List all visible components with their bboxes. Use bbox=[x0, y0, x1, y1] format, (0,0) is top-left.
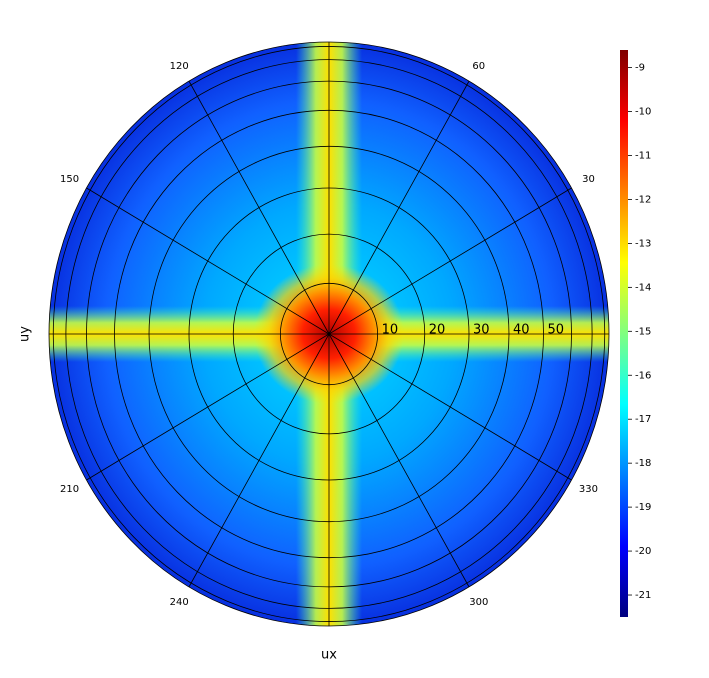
r-tick-label: 50 bbox=[547, 323, 564, 338]
outer-ring bbox=[48, 41, 610, 627]
colorbar bbox=[620, 50, 628, 617]
colorbar-tick-label: -17 bbox=[635, 414, 651, 425]
r-tick-label: 10 bbox=[382, 323, 399, 338]
ring bbox=[279, 282, 379, 386]
theta-tick-label: 240 bbox=[170, 597, 189, 608]
colorbar-tick-label: -18 bbox=[635, 458, 651, 469]
theta-tick-label: 150 bbox=[60, 174, 79, 185]
spoke bbox=[328, 333, 572, 481]
ring bbox=[65, 59, 593, 609]
polar-grid bbox=[48, 41, 610, 627]
theta-tick-label: 120 bbox=[170, 61, 189, 72]
spoke bbox=[86, 187, 330, 335]
theta-tick-label: 330 bbox=[579, 484, 598, 495]
r-tick-label: 20 bbox=[429, 323, 446, 338]
ring bbox=[52, 46, 606, 622]
r-tick-label: 40 bbox=[513, 323, 530, 338]
colorbar-tick-label: -16 bbox=[635, 370, 651, 381]
spoke bbox=[188, 80, 330, 335]
colorbar-tick-label: -12 bbox=[635, 194, 651, 205]
spoke bbox=[188, 333, 330, 588]
colorbar-tick-label: -20 bbox=[635, 546, 651, 557]
ring bbox=[232, 233, 426, 435]
spoke bbox=[328, 80, 470, 335]
colorbar-tick-label: -21 bbox=[635, 590, 651, 601]
colorbar-tick-label: -9 bbox=[635, 63, 645, 74]
r-tick-label: 30 bbox=[473, 323, 490, 338]
colorbar-tick-label: -11 bbox=[635, 150, 651, 161]
colorbar-tick-label: -13 bbox=[635, 238, 651, 249]
spoke bbox=[328, 333, 470, 588]
x-axis-label: ux bbox=[321, 648, 337, 663]
theta-tick-label: 30 bbox=[582, 174, 595, 185]
colorbar-tick-label: -14 bbox=[635, 282, 651, 293]
ring bbox=[86, 80, 572, 588]
colorbar-tick-label: -15 bbox=[635, 326, 651, 337]
ring bbox=[148, 145, 510, 523]
theta-tick-label: 60 bbox=[472, 61, 485, 72]
theta-tick-label: 300 bbox=[469, 597, 488, 608]
ring bbox=[114, 109, 544, 559]
spoke bbox=[86, 333, 330, 481]
ring bbox=[188, 187, 470, 481]
theta-tick-label: 210 bbox=[60, 484, 79, 495]
spoke bbox=[328, 187, 572, 335]
y-axis-label: uy bbox=[18, 326, 33, 342]
colorbar-tick-label: -19 bbox=[635, 502, 651, 513]
colorbar-tick-label: -10 bbox=[635, 107, 651, 118]
